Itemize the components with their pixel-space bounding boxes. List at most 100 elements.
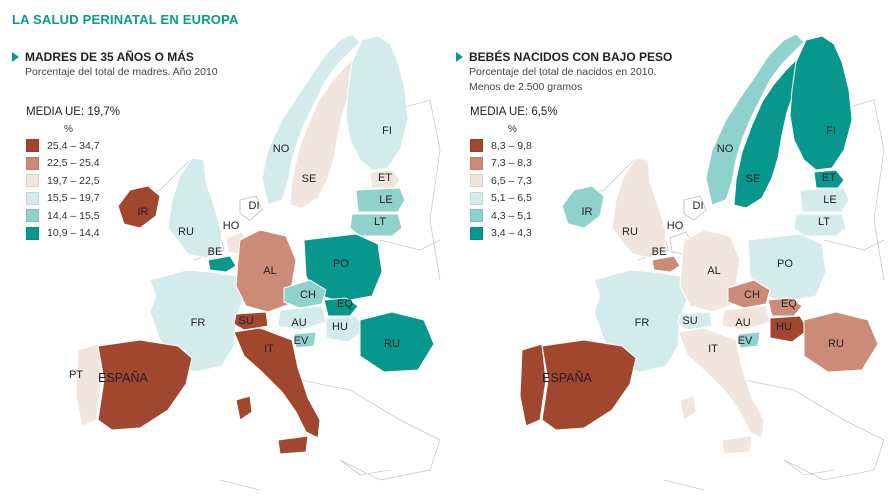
legend-range-label: 4,3 – 5,1	[491, 209, 532, 222]
legend-swatch	[470, 191, 483, 205]
country-no	[705, 33, 805, 206]
left-panel-header: MADRES DE 35 AÑOS O MÁS Porcentaje del t…	[12, 50, 218, 79]
country-su	[233, 311, 269, 331]
left-legend-media: MEDIA UE: 19,7%	[26, 106, 120, 118]
legend-range-label: 6,5 – 7,3	[491, 174, 532, 187]
country-label-al: AL	[707, 265, 721, 277]
country-label-ru: RU	[178, 226, 194, 238]
country-label-it: IT	[708, 343, 718, 355]
country-eq	[323, 297, 359, 317]
country-et	[813, 169, 845, 189]
country-rum	[803, 311, 879, 373]
country-itsc	[721, 435, 753, 455]
legend-swatch	[26, 209, 39, 223]
legend-row: 14,4 – 15,5	[26, 207, 120, 225]
legend-swatch	[26, 191, 39, 205]
country-ev	[293, 331, 317, 349]
coastline-outline-5	[339, 459, 391, 476]
country-label-fr: FR	[634, 317, 650, 329]
country-label-fi: FI	[382, 125, 392, 137]
country-label-lt: LT	[817, 216, 831, 228]
right-subtitle-1: Porcentaje del total de nacidos en 2010.	[469, 66, 657, 78]
country-label-rum: RU	[828, 338, 844, 350]
coastline-outline-6	[219, 479, 261, 491]
legend-range-label: 14,4 – 15,5	[47, 209, 100, 222]
legend-range-label: 25,4 – 34,7	[47, 139, 100, 152]
country-le	[799, 187, 850, 213]
country-lt	[349, 213, 403, 237]
legend-swatch	[26, 174, 39, 188]
country-be	[651, 255, 681, 273]
right-legend-media: MEDIA UE: 6,5%	[470, 106, 558, 118]
legend-swatch	[470, 139, 483, 153]
legend-swatch	[470, 226, 483, 240]
country-hu	[325, 315, 365, 343]
country-label-ru: RU	[622, 226, 638, 238]
country-label-ev: EV	[293, 335, 309, 347]
left-europe-map	[75, 33, 441, 491]
country-label-rum: RU	[384, 338, 400, 350]
country-label-po: PO	[777, 258, 793, 270]
country-su	[677, 311, 713, 331]
left-legend: MEDIA UE: 19,7% % 25,4 – 34,7 22,5 – 25,4…	[26, 106, 120, 242]
legend-swatch	[26, 156, 39, 170]
country-label-le: LE	[823, 194, 837, 206]
country-di	[239, 195, 263, 221]
country-label-au: AU	[735, 317, 751, 329]
right-europe-map	[519, 33, 885, 491]
triangle-bullet-icon	[456, 52, 463, 62]
country-di	[683, 195, 707, 221]
country-label-ev: EV	[737, 335, 753, 347]
legend-range-label: 8,3 – 9,8	[491, 139, 532, 152]
legend-row: 15,5 – 19,7	[26, 190, 120, 208]
country-label-su: SU	[238, 315, 254, 327]
country-label-fi: FI	[826, 125, 836, 137]
right-legend-rows: 8,3 – 9,8 7,3 – 8,3 6,5 – 7,3 5,1 – 6,5 4,3 …	[470, 137, 558, 242]
coastline-outline-4	[379, 239, 441, 251]
legend-range-label: 10,9 – 14,4	[47, 227, 100, 240]
country-fi	[345, 35, 409, 171]
country-ev	[737, 331, 761, 349]
legend-range-label: 15,5 – 19,7	[47, 192, 100, 205]
right-map-panel: BEBÉS NACIDOS CON BAJO PESO Porcentaje d…	[444, 0, 888, 501]
country-its	[679, 395, 697, 421]
country-label-su: SU	[682, 315, 698, 327]
country-lt	[793, 213, 847, 237]
coastline-outline-2	[743, 379, 885, 481]
country-ru	[167, 157, 223, 259]
country-et	[369, 169, 401, 189]
country-label-au: AU	[291, 317, 307, 329]
legend-row: 3,4 – 4,3	[470, 225, 558, 243]
legend-range-label: 19,7 – 22,5	[47, 174, 100, 187]
left-legend-unit: %	[64, 124, 73, 135]
country-pt	[519, 343, 547, 427]
left-map-panel: MADRES DE 35 AÑOS O MÁS Porcentaje del t…	[12, 33, 441, 491]
country-no	[261, 33, 361, 206]
legend-row: 10,9 – 14,4	[26, 225, 120, 243]
country-ch	[727, 279, 771, 309]
country-label-es: ESPAÑA	[542, 371, 592, 385]
country-label-ho: HO	[666, 220, 684, 232]
country-ir	[117, 185, 161, 229]
country-it	[233, 327, 321, 439]
country-es	[97, 339, 193, 431]
legend-swatch	[26, 139, 39, 153]
right-subtitle-2: Menos de 2.500 gramos	[469, 81, 583, 93]
country-label-ch: CH	[300, 289, 316, 301]
coastline-outline-5	[783, 459, 835, 476]
country-label-se: SE	[745, 173, 761, 185]
country-label-be: BE	[651, 246, 667, 258]
country-label-ch: CH	[744, 289, 760, 301]
country-be	[207, 255, 237, 273]
country-label-eq: EQ	[337, 298, 353, 310]
country-label-ho: HO	[222, 220, 240, 232]
country-ch	[283, 279, 327, 309]
legend-row: 8,3 – 9,8	[470, 137, 558, 155]
country-eq	[767, 297, 803, 317]
country-label-po: PO	[333, 258, 349, 270]
country-label-et: ET	[377, 172, 393, 184]
legend-row: 4,3 – 5,1	[470, 207, 558, 225]
triangle-bullet-icon	[12, 52, 19, 62]
legend-range-label: 5,1 – 6,5	[491, 192, 532, 205]
country-label-no: NO	[716, 143, 734, 155]
